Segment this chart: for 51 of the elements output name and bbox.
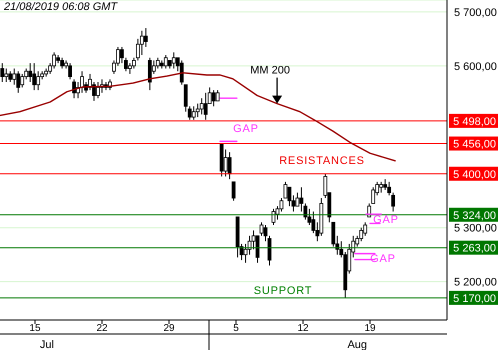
candlestick — [272, 208, 276, 226]
annotation: MM 200 — [250, 64, 290, 77]
candlestick — [379, 181, 384, 194]
candlestick — [16, 70, 20, 94]
ref-line-label: 5 498,00 — [453, 116, 496, 128]
x2-tick-label: Aug — [347, 339, 368, 350]
candlestick — [36, 70, 40, 91]
candlestick — [188, 106, 192, 120]
annotation: GAP — [370, 253, 396, 266]
y-tick-label: 5 700,00 — [454, 6, 497, 19]
candlestick — [0, 62, 4, 83]
x-tick-label: 19 — [364, 323, 376, 334]
ref-line-label: 5 324,00 — [453, 210, 496, 222]
y-tick-label: 5 300,00 — [454, 222, 497, 235]
candlestick — [12, 68, 16, 86]
candlestick — [96, 82, 100, 99]
candlestick — [72, 78, 76, 99]
candlestick — [172, 52, 176, 70]
x-tick-label: 29 — [163, 323, 176, 334]
candlestick — [204, 92, 208, 120]
candlestick — [32, 62, 36, 91]
candlestick — [331, 222, 336, 248]
candlestick — [4, 68, 8, 83]
candlestick — [144, 28, 148, 48]
candlestick — [192, 106, 196, 120]
annotation: SUPPORT — [254, 285, 312, 298]
y-tick-label: 5 200,00 — [454, 276, 497, 289]
candlestick — [212, 90, 216, 107]
y-tick-label: 5 600,00 — [454, 60, 497, 73]
chart-title: 21/08/2019 06:08 GMT — [4, 1, 118, 13]
candlestick — [228, 152, 232, 180]
candlestick — [232, 181, 236, 202]
annotation: GAP — [233, 123, 259, 136]
candlestick — [363, 222, 368, 236]
x2-tick-label: Jul — [40, 339, 54, 350]
ref-line-label: 5 170,00 — [453, 292, 496, 305]
candlestick — [60, 57, 64, 70]
ref-line-label: 5 456,00 — [453, 138, 496, 151]
annotation: GAP — [373, 214, 399, 227]
x-tick-label: 22 — [96, 323, 108, 334]
x-tick-label: 15 — [29, 323, 41, 334]
candlestick — [8, 70, 12, 83]
candlestick — [200, 98, 204, 115]
ref-line-label: 5 263,00 — [453, 242, 496, 255]
candlestick — [68, 62, 72, 80]
x-tick-label: 5 — [233, 323, 240, 334]
candlestick — [184, 84, 188, 112]
candlestick — [216, 90, 220, 102]
x-tick-label: 12 — [297, 323, 310, 334]
annotation: RESISTANCES — [279, 155, 365, 168]
ref-line-label: 5 400,00 — [453, 168, 496, 181]
